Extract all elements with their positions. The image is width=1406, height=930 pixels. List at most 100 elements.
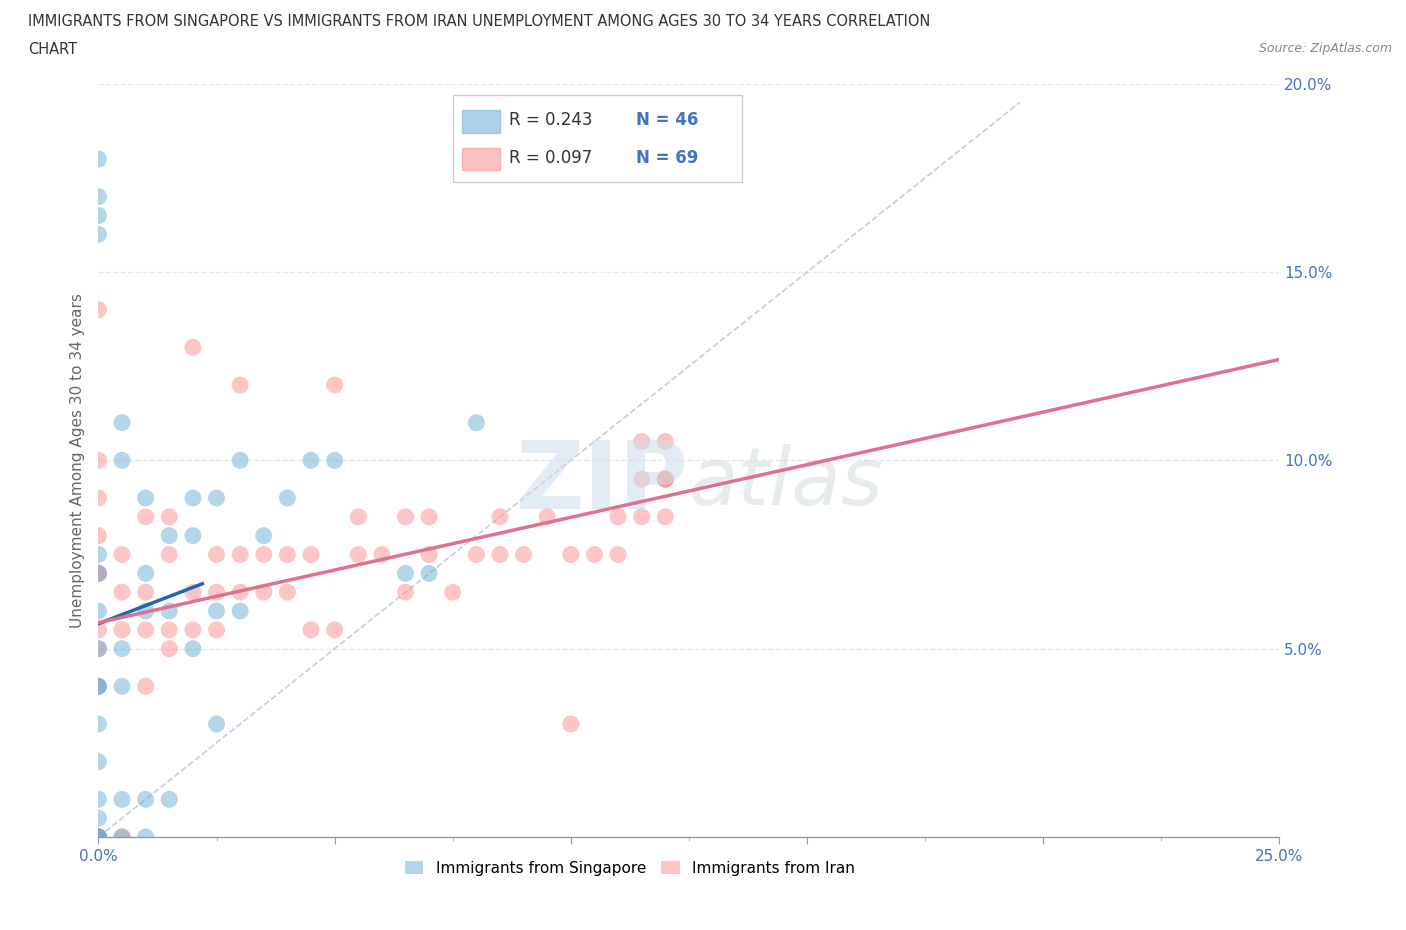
Point: [229, 585, 252, 600]
Point: [347, 547, 370, 562]
Point: [630, 472, 652, 486]
Point: [465, 547, 488, 562]
Point: [87, 491, 110, 506]
Point: [111, 830, 134, 844]
Point: [111, 547, 134, 562]
Point: [654, 510, 676, 525]
Point: [87, 565, 110, 580]
Point: [276, 491, 298, 506]
Point: [87, 754, 110, 769]
Point: [229, 547, 252, 562]
Point: [87, 302, 110, 317]
Point: [87, 679, 110, 694]
Point: [87, 792, 110, 807]
Point: [299, 453, 322, 468]
Point: [87, 190, 110, 205]
Point: [181, 528, 204, 543]
Point: [87, 811, 110, 826]
Point: [157, 547, 180, 562]
Text: Source: ZipAtlas.com: Source: ZipAtlas.com: [1258, 42, 1392, 55]
Text: ZIP: ZIP: [516, 437, 689, 529]
Point: [87, 830, 110, 844]
Point: [87, 830, 110, 844]
Y-axis label: Unemployment Among Ages 30 to 34 years: Unemployment Among Ages 30 to 34 years: [69, 293, 84, 628]
Point: [111, 830, 134, 844]
Point: [205, 622, 228, 637]
Point: [87, 830, 110, 844]
Point: [441, 585, 464, 600]
Point: [394, 585, 416, 600]
Point: [135, 679, 157, 694]
Point: [489, 510, 512, 525]
Text: IMMIGRANTS FROM SINGAPORE VS IMMIGRANTS FROM IRAN UNEMPLOYMENT AMONG AGES 30 TO : IMMIGRANTS FROM SINGAPORE VS IMMIGRANTS …: [28, 14, 931, 29]
Point: [205, 604, 228, 618]
Point: [205, 547, 228, 562]
Point: [87, 604, 110, 618]
Point: [560, 717, 582, 732]
FancyBboxPatch shape: [463, 110, 501, 133]
Point: [583, 547, 606, 562]
Text: CHART: CHART: [28, 42, 77, 57]
Point: [347, 510, 370, 525]
Point: [111, 415, 134, 430]
FancyBboxPatch shape: [453, 95, 742, 181]
Point: [299, 622, 322, 637]
Point: [181, 340, 204, 355]
Point: [157, 510, 180, 525]
Point: [87, 227, 110, 242]
Point: [111, 622, 134, 637]
Legend: Immigrants from Singapore, Immigrants from Iran: Immigrants from Singapore, Immigrants fr…: [399, 855, 860, 882]
Point: [229, 453, 252, 468]
Point: [157, 642, 180, 657]
Point: [276, 547, 298, 562]
Point: [253, 585, 276, 600]
Point: [299, 547, 322, 562]
Point: [135, 622, 157, 637]
Point: [87, 679, 110, 694]
Point: [181, 642, 204, 657]
Point: [229, 378, 252, 392]
Point: [205, 717, 228, 732]
Point: [654, 472, 676, 486]
Point: [135, 491, 157, 506]
Point: [394, 565, 416, 580]
Point: [135, 510, 157, 525]
Point: [111, 792, 134, 807]
Point: [205, 585, 228, 600]
Text: N = 46: N = 46: [636, 111, 699, 129]
Point: [157, 622, 180, 637]
Point: [465, 415, 488, 430]
Point: [87, 830, 110, 844]
Point: [87, 565, 110, 580]
Point: [607, 510, 630, 525]
Point: [87, 830, 110, 844]
Point: [135, 565, 157, 580]
Point: [654, 472, 676, 486]
Point: [560, 547, 582, 562]
Point: [87, 642, 110, 657]
Point: [87, 830, 110, 844]
Point: [87, 679, 110, 694]
Point: [157, 792, 180, 807]
Point: [181, 585, 204, 600]
Point: [205, 491, 228, 506]
Point: [157, 604, 180, 618]
Point: [323, 378, 346, 392]
Point: [489, 547, 512, 562]
Point: [157, 528, 180, 543]
Point: [418, 510, 440, 525]
Point: [111, 642, 134, 657]
Point: [87, 528, 110, 543]
Point: [276, 585, 298, 600]
Point: [418, 547, 440, 562]
Point: [87, 622, 110, 637]
Point: [87, 565, 110, 580]
Point: [418, 565, 440, 580]
Point: [135, 792, 157, 807]
Point: [394, 510, 416, 525]
Point: [135, 830, 157, 844]
Point: [654, 434, 676, 449]
Point: [87, 547, 110, 562]
Point: [323, 622, 346, 637]
Point: [630, 434, 652, 449]
